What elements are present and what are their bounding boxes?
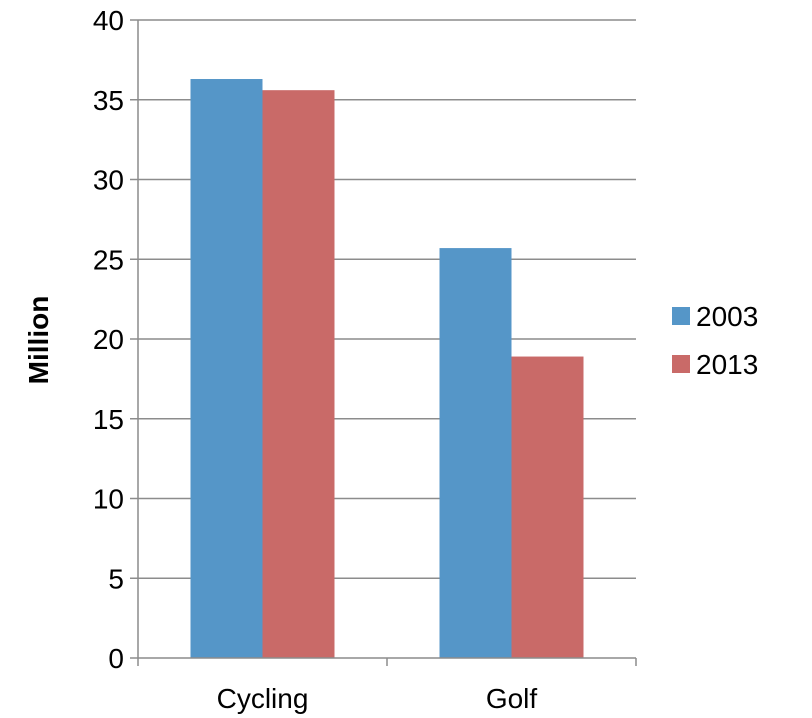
y-tick-label: 20 (93, 324, 124, 355)
y-tick-label: 15 (93, 404, 124, 435)
bar-cycling-2013 (262, 90, 335, 659)
legend-swatch-2003 (672, 307, 690, 325)
legend-label-2013: 2013 (696, 349, 758, 380)
legend-label-2003: 2003 (696, 301, 758, 332)
x-tick-label: Cycling (217, 683, 309, 714)
y-tick-label: 30 (93, 165, 124, 196)
bars (190, 79, 584, 659)
y-tick-labels: 0 5 10 15 20 25 30 35 40 (93, 5, 124, 674)
bar-golf-2003 (439, 248, 512, 658)
y-tick-label: 5 (108, 563, 124, 594)
x-tick-labels: Cycling Golf (217, 683, 538, 714)
axes (130, 19, 637, 666)
legend-swatch-2013 (672, 355, 690, 373)
y-tick-label: 35 (93, 85, 124, 116)
legend: 2003 2013 (672, 301, 758, 380)
y-tick-label: 40 (93, 5, 124, 36)
y-tick-label: 0 (108, 643, 124, 674)
bar-cycling-2003 (190, 79, 263, 658)
y-tick-label: 25 (93, 244, 124, 275)
bar-golf-2013 (511, 356, 584, 658)
x-tick-label: Golf (486, 683, 538, 714)
y-tick-label: 10 (93, 484, 124, 515)
y-axis-title: Million (23, 296, 54, 385)
